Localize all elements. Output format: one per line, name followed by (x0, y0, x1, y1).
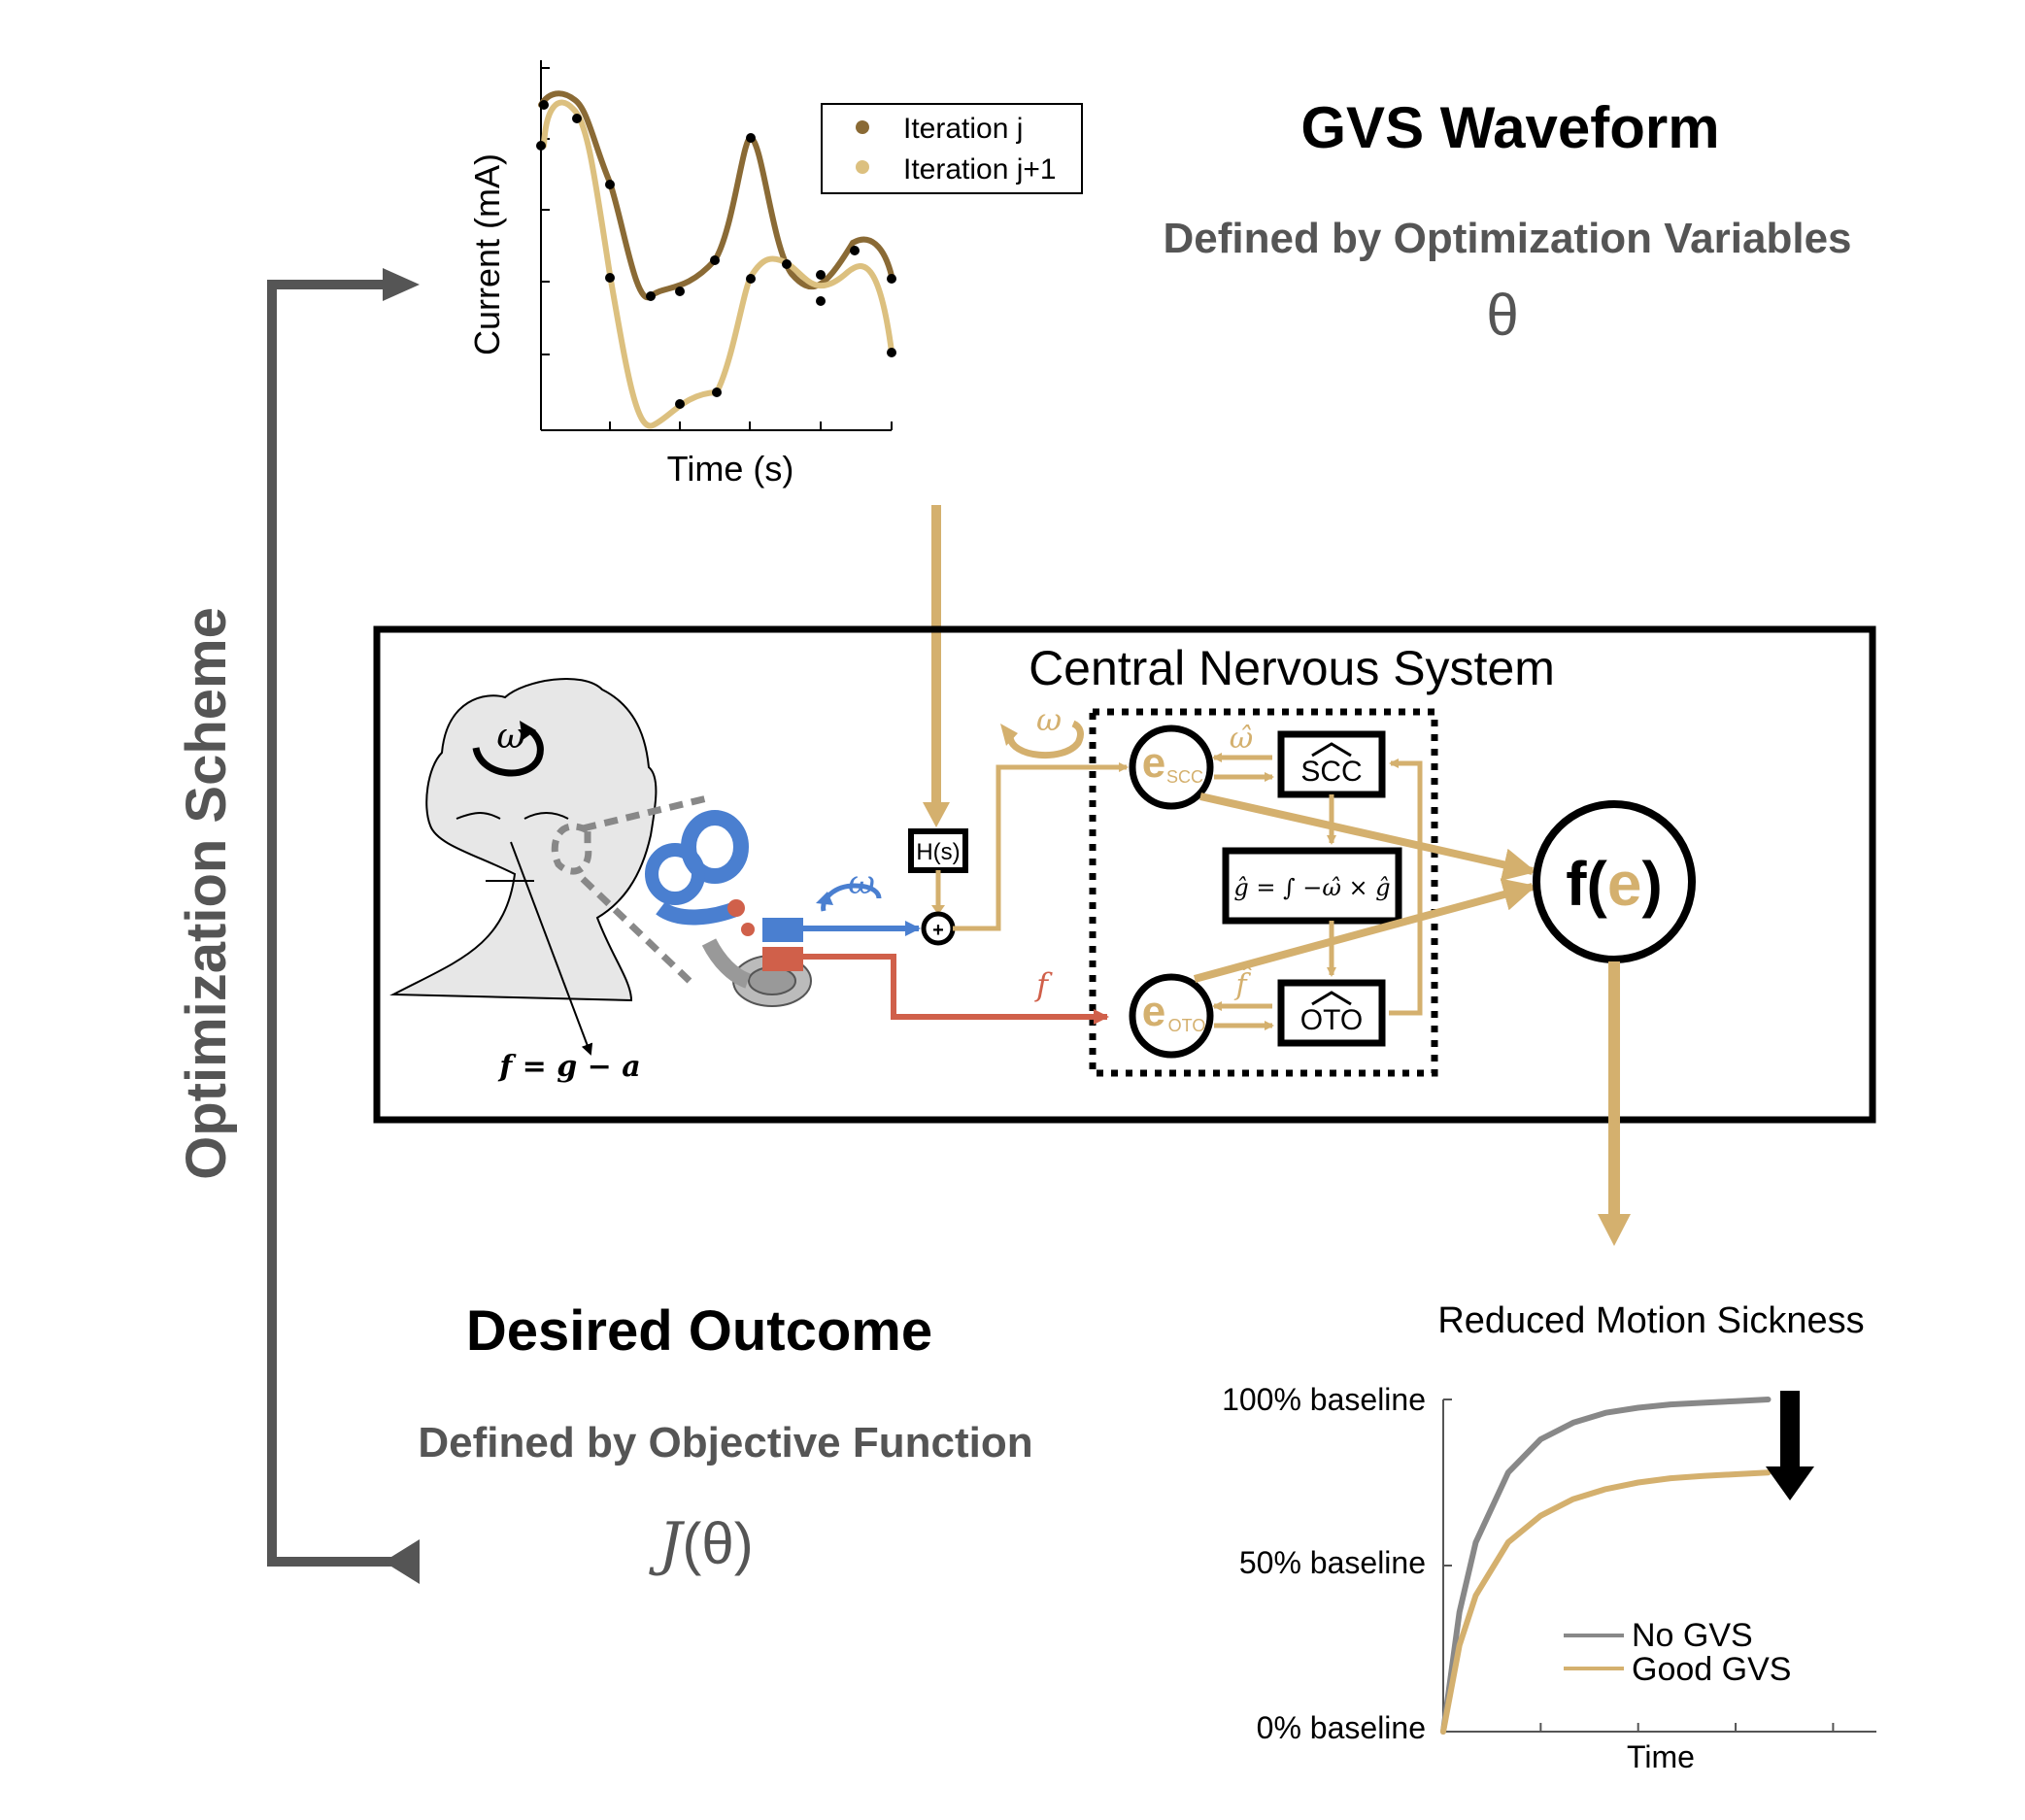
error-scc-node (1129, 725, 1214, 810)
cost-function-node (1533, 800, 1696, 963)
chart-series-line-no-gvs (1440, 1397, 1772, 1735)
reduction-arrow (1766, 1391, 1814, 1500)
outcome-symbol: J(θ) (648, 1510, 753, 1578)
ytick-label-50: 50% baseline (1239, 1545, 1426, 1580)
cns-box (373, 625, 1876, 1124)
gvs-title: GVS Waveform (1300, 95, 1719, 160)
outcome-symbol-j: J (648, 1510, 685, 1578)
waveform-knots (536, 100, 896, 409)
waveform-legend: Iteration j Iteration j+1 (821, 103, 1083, 194)
h-block-label: H(s) (916, 839, 960, 865)
junction-to-escc-path (953, 762, 1129, 931)
chart-series-line-good-gvs (1440, 1469, 1772, 1735)
waveform-plot: Current (mA) Time (s) Iteration j Iterat… (467, 60, 1083, 489)
optimization-loop (267, 268, 420, 1584)
internal-model-arrows (1212, 753, 1423, 1030)
error-scc-sub: SCC (1166, 767, 1203, 787)
ytick-label-0: 0% baseline (1257, 1710, 1426, 1745)
eoto-to-fe-arrow (1193, 878, 1536, 983)
head-illustration (389, 678, 708, 1056)
oto-f-label: f (1034, 966, 1053, 1003)
gold-omega-label: ω (1036, 701, 1062, 738)
error-oto-letter: e (1142, 988, 1165, 1035)
head-rotation-omega: ω (496, 717, 524, 757)
chart-title: Reduced Motion Sickness (1437, 1300, 1864, 1341)
error-oto-sub: OTO (1168, 1016, 1206, 1035)
outcome-subtitle: Defined by Objective Function (418, 1419, 1032, 1466)
specific-force-equation: f = g − a (497, 1050, 640, 1084)
summing-plus: + (932, 920, 944, 941)
legend-iteration-j-plus-1: Iteration j+1 (903, 153, 1057, 185)
head-rotation-icon (472, 725, 544, 777)
waveform-ylabel: Current (mA) (467, 153, 507, 355)
cost-function-label: f(e) (1566, 849, 1663, 919)
waveform-iteration-j-plus-1 (541, 99, 894, 429)
gravity-integration-eq: ĝ = ∫ −ω̂ × ĝ (1233, 874, 1390, 901)
chart-xlabel: Time (1627, 1739, 1695, 1774)
error-oto-node (1129, 973, 1214, 1059)
oto-model-label: OTO (1300, 1004, 1363, 1036)
legend-no-gvs: No GVS (1632, 1617, 1753, 1654)
chart-lines (1440, 1397, 1772, 1735)
optimization-scheme-label: Optimization Scheme (175, 607, 238, 1180)
inner-ear-illustration (645, 810, 812, 1007)
outcome-title: Desired Outcome (466, 1299, 932, 1363)
scc-omega-label: ω (848, 863, 875, 902)
ytick-label-100: 100% baseline (1222, 1382, 1426, 1417)
cns-title: Central Nervous System (1029, 641, 1555, 695)
gravity-integration-block (1222, 847, 1402, 925)
legend-iteration-j: Iteration j (903, 113, 1023, 145)
oto-signal-path (803, 954, 1109, 1025)
scc-model-block (1277, 730, 1386, 798)
f-hat-label: f̂ (1233, 966, 1251, 1002)
outcome-symbol-rest: (θ) (682, 1511, 753, 1576)
chart-legend: No GVS Good GVS (1564, 1617, 1791, 1688)
waveform-xlabel: Time (s) (667, 449, 794, 489)
gvs-subtitle: Defined by Optimization Variables (1163, 215, 1851, 262)
cost-function-prefix: f( (1566, 849, 1607, 919)
omega-hat-label: ω̂ (1230, 722, 1253, 756)
motion-sickness-chart: Reduced Motion Sickness 0% baseline 50% … (1222, 1300, 1876, 1774)
legend-good-gvs: Good GVS (1632, 1651, 1791, 1688)
escc-to-fe-arrow (1199, 792, 1536, 881)
scc-model-label: SCC (1300, 756, 1362, 788)
cost-function-e: e (1607, 849, 1642, 919)
internal-model-box (1089, 708, 1438, 1077)
gvs-symbol: θ (1486, 283, 1518, 348)
error-scc-letter: e (1142, 739, 1165, 787)
cost-function-suffix: ) (1641, 849, 1662, 919)
